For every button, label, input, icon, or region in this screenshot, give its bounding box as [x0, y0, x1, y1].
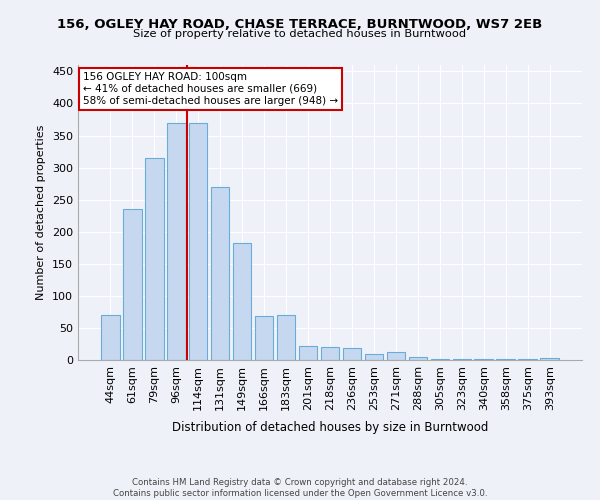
Bar	[211, 187, 229, 360]
Y-axis label: Number of detached properties: Number of detached properties	[37, 125, 46, 300]
Bar	[386, 352, 405, 360]
Bar	[277, 315, 295, 360]
Text: Contains HM Land Registry data © Crown copyright and database right 2024.
Contai: Contains HM Land Registry data © Crown c…	[113, 478, 487, 498]
Bar	[299, 346, 317, 360]
Bar	[233, 244, 251, 360]
Bar	[145, 158, 164, 360]
Text: 156, OGLEY HAY ROAD, CHASE TERRACE, BURNTWOOD, WS7 2EB: 156, OGLEY HAY ROAD, CHASE TERRACE, BURN…	[58, 18, 542, 30]
Text: Size of property relative to detached houses in Burntwood: Size of property relative to detached ho…	[133, 29, 467, 39]
X-axis label: Distribution of detached houses by size in Burntwood: Distribution of detached houses by size …	[172, 421, 488, 434]
Bar	[409, 357, 427, 360]
Bar	[189, 122, 208, 360]
Bar	[541, 358, 559, 360]
Bar	[365, 354, 383, 360]
Bar	[431, 358, 449, 360]
Text: 156 OGLEY HAY ROAD: 100sqm
← 41% of detached houses are smaller (669)
58% of sem: 156 OGLEY HAY ROAD: 100sqm ← 41% of deta…	[83, 72, 338, 106]
Bar	[255, 316, 274, 360]
Bar	[101, 315, 119, 360]
Bar	[123, 208, 142, 360]
Bar	[343, 348, 361, 360]
Bar	[320, 347, 340, 360]
Bar	[167, 122, 185, 360]
